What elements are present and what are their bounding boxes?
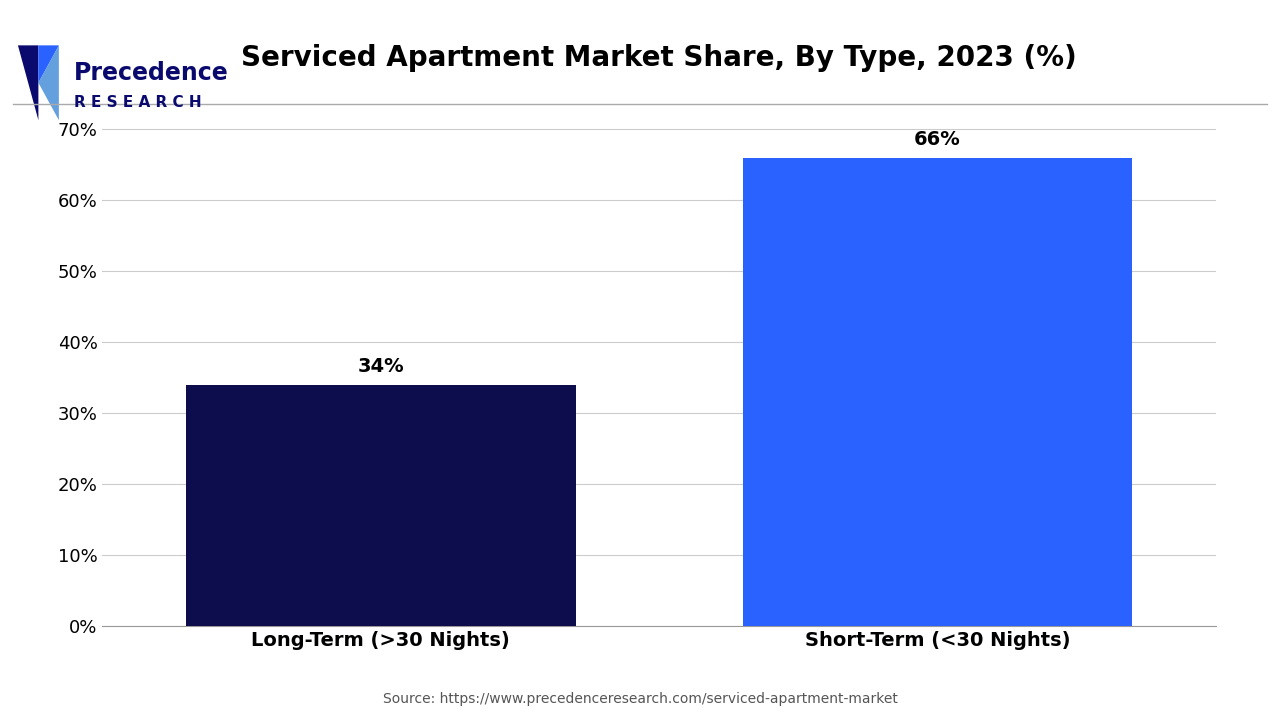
Bar — [742, 158, 1133, 626]
Text: Source: https://www.precedenceresearch.com/serviced-apartment-market: Source: https://www.precedenceresearch.c… — [383, 692, 897, 706]
Bar — [186, 385, 576, 626]
Text: R E S E A R C H: R E S E A R C H — [74, 95, 202, 110]
Text: Precedence: Precedence — [74, 61, 229, 85]
Polygon shape — [18, 45, 38, 120]
Text: 66%: 66% — [914, 130, 961, 149]
Polygon shape — [38, 45, 59, 83]
Polygon shape — [38, 45, 59, 120]
Text: 34%: 34% — [357, 357, 404, 377]
Title: Serviced Apartment Market Share, By Type, 2023 (%): Serviced Apartment Market Share, By Type… — [242, 44, 1076, 72]
